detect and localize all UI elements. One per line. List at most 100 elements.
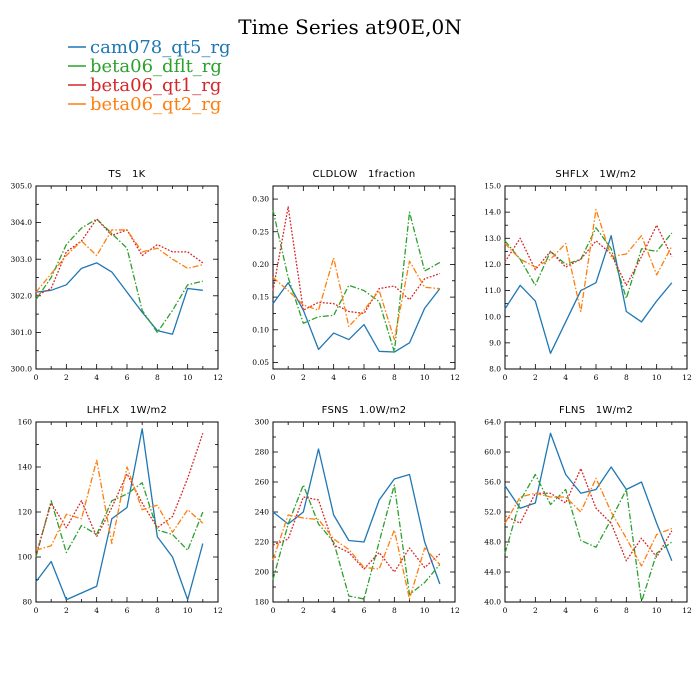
x-tick-label: 2 (533, 373, 538, 382)
panel-5: FLNS 1W/m2 0 2 4 6 8 10 12 40.0 44.0 48.0 52.0 56.0 6… (484, 405, 692, 615)
y-tick-label: 0.30 (252, 195, 269, 204)
x-tick-label: 0 (503, 606, 508, 615)
series-line-cam078_qt5_rg (504, 432, 673, 561)
panel-title: CLDLOW 1fraction (313, 169, 416, 180)
series-line-beta06_qt2_rg (504, 208, 673, 313)
y-tick-label: 300 (255, 418, 270, 427)
panel-title: TS 1K (107, 169, 145, 180)
y-tick-label: 48.0 (484, 538, 501, 547)
series-line-cam078_qt5_rg (35, 262, 203, 335)
x-tick-label: 8 (155, 606, 160, 615)
panel-2: SHFLX 1W/m2 0 2 4 6 8 10 12 8.0 9.0 10.0 11.0 12.0 13… (484, 169, 692, 382)
plot-frame (272, 421, 456, 603)
series-line-beta06_dflt_rg (35, 482, 204, 558)
series-line-beta06_qt1_rg (35, 433, 204, 555)
series-line-cam078_qt5_rg (272, 448, 441, 585)
x-tick-label: 12 (682, 606, 692, 615)
y-tick-label: 10.0 (484, 312, 501, 321)
x-tick-label: 8 (155, 373, 160, 382)
y-tick-label: 0.25 (252, 227, 269, 236)
panel-0: TS 1K 0 2 4 6 8 10 12 300.0 301.0 302.0 303.0 304.0 3… (11, 169, 223, 382)
y-tick-label: 0.10 (252, 325, 269, 334)
y-tick-label: 280 (255, 448, 270, 457)
panel-1: CLDLOW 1fraction 0 2 4 6 8 10 12 0.05 0.10 0.15 0.2… (252, 169, 460, 382)
x-tick-label: 0 (34, 606, 39, 615)
series-line-beta06_qt1_rg (272, 206, 441, 315)
x-tick-label: 2 (64, 606, 69, 615)
y-tick-label: 303.0 (11, 255, 33, 264)
x-tick-label: 2 (301, 606, 306, 615)
y-tick-label: 140 (18, 463, 33, 472)
x-tick-label: 2 (533, 606, 538, 615)
series-line-beta06_qt1_rg (504, 224, 673, 286)
legend-label-1: beta06_dflt_rg (90, 56, 222, 77)
y-tick-label: 64.0 (484, 418, 501, 427)
plot-frame (504, 421, 688, 603)
y-tick-label: 200 (255, 568, 270, 577)
series-line-beta06_qt1_rg (272, 496, 441, 573)
y-tick-label: 160 (18, 418, 33, 427)
series-line-beta06_qt1_rg (504, 467, 673, 562)
y-tick-label: 300.0 (11, 365, 33, 374)
x-tick-label: 8 (624, 373, 629, 382)
panel-4: FSNS 1.0W/m2 0 2 4 6 8 10 12 180 200 220 240 260 280 3… (255, 405, 460, 615)
x-tick-label: 4 (563, 373, 568, 382)
x-tick-label: 10 (420, 373, 430, 382)
y-tick-label: 0.15 (252, 293, 269, 302)
series-line-beta06_dflt_rg (504, 227, 673, 300)
series-line-beta06_qt2_rg (35, 459, 204, 551)
series-line-beta06_qt1_rg (35, 218, 204, 297)
series-line-cam078_qt5_rg (504, 235, 673, 354)
x-tick-label: 12 (213, 606, 223, 615)
x-tick-label: 2 (301, 373, 306, 382)
x-tick-label: 10 (183, 606, 193, 615)
x-tick-label: 8 (392, 606, 397, 615)
series-line-beta06_dflt_rg (35, 218, 203, 334)
y-tick-label: 60.0 (484, 448, 501, 457)
y-tick-label: 240 (255, 508, 270, 517)
legend-label-3: beta06_qt2_rg (90, 94, 221, 115)
x-tick-label: 6 (125, 373, 130, 382)
x-tick-label: 2 (64, 373, 69, 382)
x-tick-label: 0 (271, 606, 276, 615)
legend-label-2: beta06_qt1_rg (90, 75, 221, 96)
y-tick-label: 56.0 (484, 478, 501, 487)
x-tick-label: 6 (125, 606, 130, 615)
y-tick-label: 13.0 (484, 234, 501, 243)
x-tick-label: 4 (331, 606, 336, 615)
y-tick-label: 220 (255, 538, 270, 547)
y-tick-label: 9.0 (489, 338, 501, 347)
legend-label-0: cam078_qt5_rg (90, 37, 231, 58)
legend: cam078_qt5_rgbeta06_dflt_rgbeta06_qt1_rg… (68, 37, 231, 115)
x-tick-label: 10 (420, 606, 430, 615)
y-tick-label: 8.0 (489, 365, 501, 374)
x-tick-label: 10 (652, 373, 662, 382)
y-tick-label: 0.05 (252, 358, 269, 367)
y-tick-label: 12.0 (484, 260, 501, 269)
y-tick-label: 52.0 (484, 508, 501, 517)
y-tick-label: 15.0 (484, 182, 501, 191)
y-tick-label: 120 (18, 508, 33, 517)
x-tick-label: 12 (450, 606, 460, 615)
y-tick-label: 0.20 (252, 260, 269, 269)
y-tick-label: 180 (255, 598, 270, 607)
x-tick-label: 6 (594, 606, 599, 615)
y-tick-label: 100 (18, 553, 33, 562)
x-tick-label: 12 (450, 373, 460, 382)
x-tick-label: 10 (183, 373, 193, 382)
y-tick-label: 304.0 (11, 218, 33, 227)
x-tick-label: 12 (682, 373, 692, 382)
chart-panels: TS 1K 0 2 4 6 8 10 12 300.0 301.0 302.0 303.0 304.0 3… (11, 169, 692, 615)
plot-frame (35, 185, 219, 370)
y-tick-label: 302.0 (11, 291, 33, 300)
x-tick-label: 4 (94, 373, 99, 382)
x-tick-label: 0 (34, 373, 39, 382)
y-tick-label: 80 (22, 598, 32, 607)
x-tick-label: 6 (362, 606, 367, 615)
series-line-beta06_qt2_rg (272, 514, 441, 600)
x-tick-label: 4 (331, 373, 336, 382)
x-tick-label: 6 (362, 373, 367, 382)
y-tick-label: 305.0 (11, 182, 33, 191)
x-tick-label: 4 (563, 606, 568, 615)
